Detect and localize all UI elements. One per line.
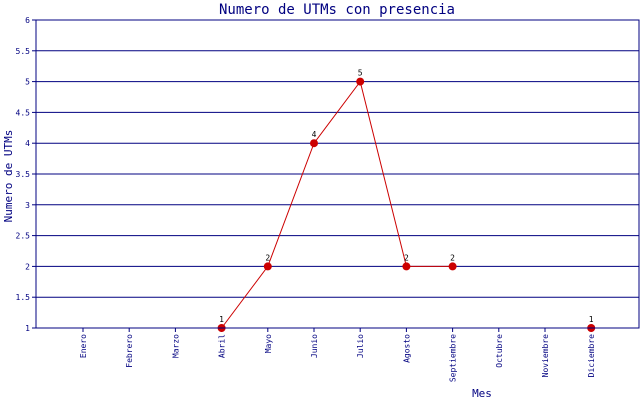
y-tick-label: 4 <box>25 139 30 148</box>
y-tick-label: 5.5 <box>16 47 31 56</box>
y-tick-label: 1 <box>25 324 30 333</box>
x-axis-label: Mes <box>472 387 492 400</box>
x-tick-label: Enero <box>79 334 88 358</box>
data-point <box>310 139 318 148</box>
y-tick-labels: 1 1.5 2 2.5 3 3.5 4 4.5 5 5.5 6 <box>16 16 31 333</box>
y-tick-label: 4.5 <box>16 108 31 117</box>
data-point <box>402 262 411 271</box>
x-tick-label: Febrero <box>125 334 134 368</box>
data-point <box>263 262 272 271</box>
data-point <box>356 77 365 86</box>
y-tick-label: 3.5 <box>16 170 31 179</box>
x-tick-label: Diciembre <box>587 334 596 378</box>
plot-frame <box>35 19 640 329</box>
y-tick-label: 2 <box>25 262 30 271</box>
data-labels: 1 2 4 5 2 2 1 <box>219 69 594 324</box>
y-tick-label: 5 <box>25 78 30 87</box>
y-tick-label: 6 <box>25 16 30 25</box>
x-tick-label: Octubre <box>495 334 504 368</box>
data-label: 2 <box>404 253 409 262</box>
x-tick-label: Agosto <box>402 334 411 363</box>
series <box>217 77 596 332</box>
x-tick-label: Septiembre <box>449 334 458 382</box>
data-label: 1 <box>219 315 224 324</box>
data-label: 4 <box>312 130 317 139</box>
x-tick-label: Noviembre <box>541 334 550 378</box>
chart-title: Numero de UTMs con presencia <box>219 2 455 18</box>
y-tick-label: 1.5 <box>16 293 31 302</box>
x-tick-labels: Enero Febrero Marzo Abril Mayo Junio Julio Agos… <box>79 334 596 382</box>
x-tick-label: Julio <box>356 334 365 358</box>
y-axis-label: Numero de UTMs <box>2 130 15 223</box>
data-label: 2 <box>450 253 455 262</box>
y-tick-label: 2.5 <box>16 232 31 241</box>
data-label: 2 <box>265 253 270 262</box>
x-tick-label: Mayo <box>264 334 273 353</box>
data-label: 1 <box>589 315 594 324</box>
x-tick-label: Marzo <box>171 334 180 358</box>
y-tick-label: 3 <box>25 201 30 210</box>
grid-lines <box>32 19 639 332</box>
data-point <box>448 262 457 271</box>
x-tick-label: Abril <box>218 334 227 358</box>
x-tick-label: Junio <box>310 334 319 358</box>
series-line <box>221 80 453 329</box>
data-label: 5 <box>358 69 363 78</box>
